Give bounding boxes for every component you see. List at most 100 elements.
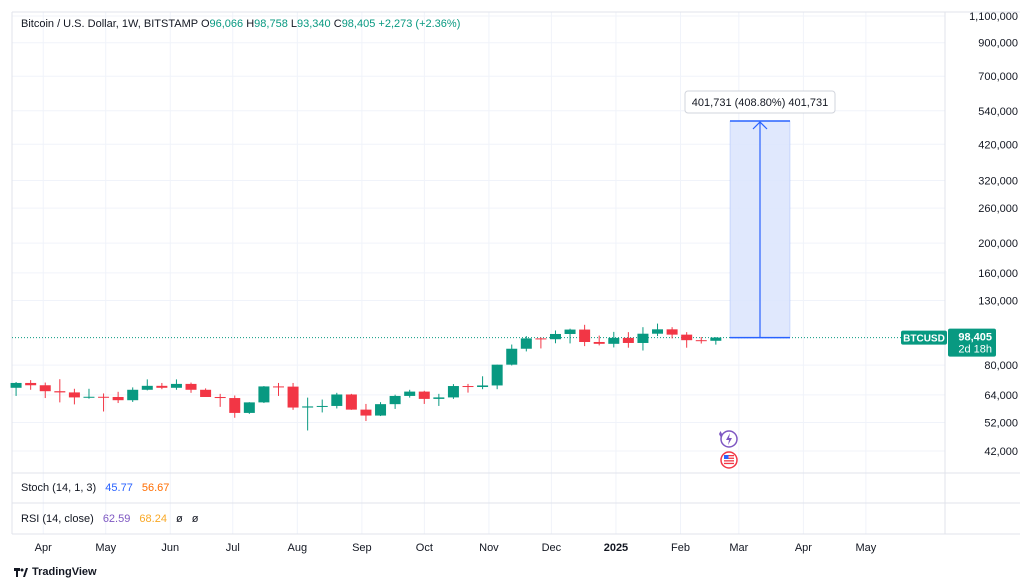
candle: [447, 384, 459, 399]
candle: [302, 397, 314, 431]
flag-stripe: [724, 455, 734, 457]
open-label: O: [200, 18, 210, 30]
badge-price-box: [948, 328, 996, 357]
y-tick-label: 700,000: [978, 71, 1018, 83]
us-flag-event-icon[interactable]: [720, 451, 738, 469]
candle-body: [127, 389, 139, 401]
x-tick-label: Apr: [35, 542, 52, 554]
badge-countdown: 2d 18h: [958, 344, 992, 356]
chart-grid: [12, 12, 945, 534]
candle: [229, 395, 241, 418]
x-tick-label: Jul: [226, 542, 240, 554]
candle-body: [141, 385, 153, 390]
y-tick-label: 900,000: [978, 38, 1018, 50]
flag-stripe: [724, 462, 734, 465]
stoch-label: Stoch (14, 1, 3): [21, 482, 97, 494]
candle-body: [39, 385, 51, 392]
close-value: 98,405: [341, 18, 376, 30]
candle-body: [316, 405, 328, 407]
candle: [345, 393, 357, 410]
candle: [10, 382, 22, 396]
candle-body: [214, 396, 226, 399]
y-tick-label: 64,000: [984, 390, 1018, 402]
candle: [272, 382, 284, 396]
candle-body: [112, 396, 124, 401]
x-tick-label: Nov: [479, 542, 499, 554]
brand-name: TradingView: [32, 566, 97, 578]
candle-body: [652, 329, 664, 334]
candle-body: [462, 386, 474, 388]
candle: [156, 382, 168, 390]
candle: [622, 332, 634, 348]
candle-body: [360, 409, 372, 416]
candle: [535, 337, 547, 349]
candle: [579, 324, 591, 347]
rsi-extra-2: ø: [191, 513, 199, 525]
candle-body: [535, 338, 547, 340]
candle-body: [433, 397, 445, 399]
sparkle: [719, 431, 722, 437]
y-tick-label: 80,000: [984, 360, 1018, 372]
candle: [331, 392, 343, 409]
price-axis[interactable]: 1,100,000 900,000 700,000 540,000 420,000 320…: [969, 11, 1018, 458]
stoch-indicator-legend[interactable]: Stoch (14, 1, 3) 45.77 56.67: [21, 482, 169, 494]
candle-body: [68, 392, 80, 398]
candle: [39, 382, 51, 399]
candle: [360, 403, 372, 422]
candle-body: [98, 396, 110, 398]
y-tick-label: 42,000: [984, 446, 1018, 458]
y-tick-label: 1,100,000: [969, 11, 1018, 23]
candle: [477, 376, 489, 390]
candle: [185, 382, 197, 393]
y-tick-label: 420,000: [978, 139, 1018, 151]
rsi-indicator-legend[interactable]: RSI (14, close) 62.59 68.24 ø ø: [21, 513, 199, 525]
lightning-event-icon[interactable]: [719, 430, 738, 448]
rsi-value: 62.59: [102, 513, 131, 525]
rsi-label: RSI (14, close): [21, 513, 94, 525]
candle-body: [404, 391, 416, 396]
measure-label-box: [684, 90, 836, 114]
x-tick-label: Feb: [671, 542, 690, 554]
candle-body: [375, 404, 387, 416]
candle: [127, 387, 139, 402]
candle-body: [695, 340, 707, 342]
candle-body: [681, 334, 693, 341]
candle: [418, 390, 430, 404]
rsi-ma-value: 68.24: [139, 513, 167, 525]
chart-events[interactable]: [719, 430, 738, 469]
candle: [83, 388, 95, 399]
flag-event-ring: [720, 451, 738, 469]
candle-body: [622, 337, 634, 343]
flag-stripe: [724, 457, 734, 459]
candle: [98, 393, 110, 412]
candle: [593, 335, 605, 346]
candle: [258, 386, 270, 404]
measure-label: 401,731 (408.80%) 401,731: [692, 97, 828, 109]
candle: [389, 394, 401, 409]
candle: [112, 391, 124, 404]
candle-body: [447, 386, 459, 398]
x-tick-label: May: [95, 542, 116, 554]
y-tick-label: 540,000: [978, 106, 1018, 118]
candle: [608, 331, 620, 348]
stoch-k-value: 45.77: [105, 482, 133, 494]
y-tick-label: 160,000: [978, 268, 1018, 280]
low-value: 93,340: [297, 18, 331, 30]
candle-body: [331, 394, 343, 406]
stoch-d-value: 56.67: [141, 482, 170, 494]
candle: [375, 402, 387, 417]
candle: [681, 332, 693, 348]
time-axis[interactable]: Apr May Jun Jul Aug Sep Oct Nov Dec 2025 Feb Mar Apr…: [35, 542, 877, 554]
price-range-measure[interactable]: 401,731 (408.80%) 401,731: [684, 90, 836, 339]
candle-body: [287, 386, 299, 408]
candle: [549, 330, 561, 344]
tradingview-brand[interactable]: TradingView: [14, 566, 97, 578]
candle-body: [666, 329, 678, 335]
x-tick-label: Mar: [729, 542, 748, 554]
open-value: 96,066: [209, 18, 244, 30]
candle: [141, 379, 153, 391]
badge-symbol: BTCUSD: [903, 334, 945, 345]
candle-body: [229, 398, 241, 413]
x-tick-label: Jun: [161, 542, 179, 554]
